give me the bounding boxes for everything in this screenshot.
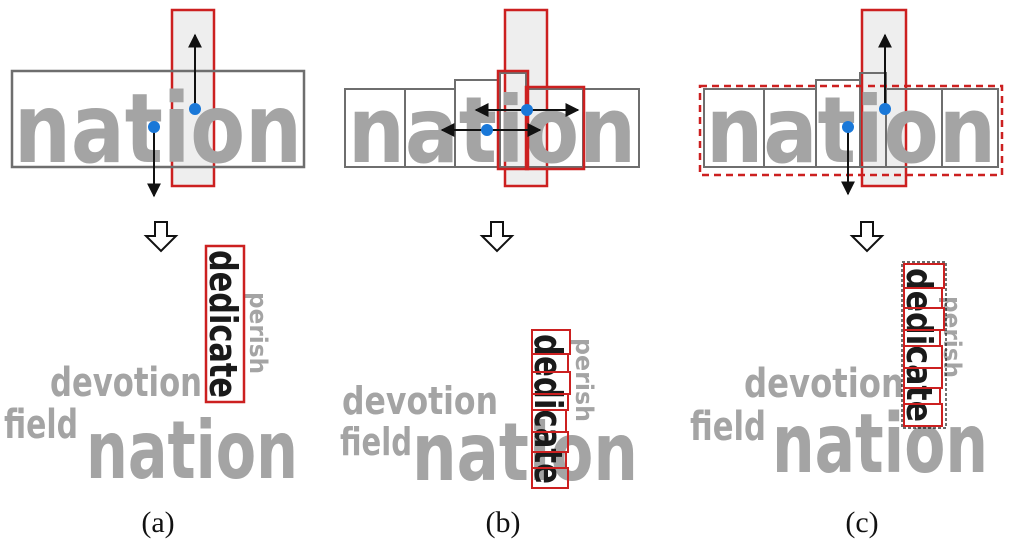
word-cloud: field devotion nation perish dedicate [4,244,298,497]
character-boxes [903,263,945,427]
panel-b: nation field devotion nation perish dedi… [340,8,640,539]
word-cloud: field devotion nation perish dedicate [690,261,988,492]
character-boxes [703,72,999,168]
cloud-word-small: perish [244,292,272,374]
dashed-word-box [901,261,947,429]
control-point [842,121,854,133]
caption: (b) [486,506,521,539]
control-point [481,124,493,136]
word-bounding-box [10,69,306,169]
cloud-word-mid: devotion [744,361,904,407]
caption: (c) [845,506,878,539]
control-point [189,103,201,115]
panel-c: nation field devotion nation perish dedi… [690,8,1004,539]
character-box [941,88,999,168]
control-point [521,104,533,116]
cloud-word-big: nation [86,404,298,497]
selected-character-box [496,69,530,171]
cloud-word-small: perish [570,338,598,422]
word-cloud: field devotion nation perish dedicate [340,329,638,499]
caption: (a) [141,506,174,539]
down-arrow-icon [143,221,179,253]
dashed-word-box [698,84,1004,177]
character-box [903,403,943,427]
vertical-word-box [204,244,246,404]
cloud-word-mid: devotion [342,379,498,423]
cloud-word-big: nation [772,397,988,492]
cloud-word-left: field [690,404,766,450]
down-arrow-icon [849,221,885,253]
cloud-word-left: field [4,402,78,448]
character-boxes [531,329,571,489]
down-arrow-icon [479,221,515,253]
cloud-word-mid: devotion [50,360,202,406]
control-point [148,121,160,133]
panel-a: nation field devotion nation perish dedi… [4,8,306,539]
cloud-word-big: nation [412,406,638,499]
cloud-word-vertical: dedicate [201,250,245,398]
control-point [879,103,891,115]
cloud-word-left: field [340,420,412,464]
character-box [531,467,569,489]
